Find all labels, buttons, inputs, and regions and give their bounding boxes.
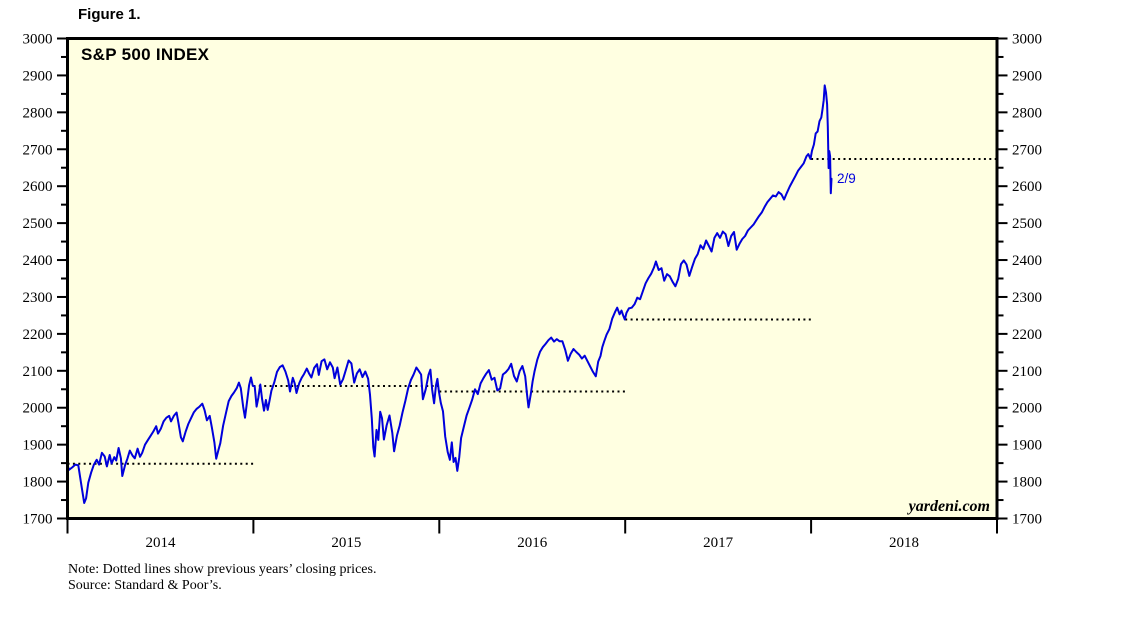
footnote-block: Note: Dotted lines show previous years’ … [68, 562, 376, 593]
y-axis-label-right: 2800 [1012, 105, 1042, 121]
figure-title: Figure 1. [78, 6, 141, 23]
y-axis-label-right: 1900 [1012, 438, 1042, 454]
y-axis-label-right: 1800 [1012, 475, 1042, 491]
y-axis-label-left: 2900 [23, 68, 53, 84]
x-axis-year-label: 2015 [331, 535, 361, 551]
y-axis-label-right: 2200 [1012, 327, 1042, 343]
watermark-yardeni: yardeni.com [908, 498, 990, 515]
y-axis-label-left: 3000 [23, 32, 53, 48]
y-axis-label-right: 2500 [1012, 216, 1042, 232]
y-axis-label-left: 2100 [23, 364, 53, 380]
footnote-source-line: Source: Standard & Poor’s. [68, 577, 222, 593]
y-axis-label-right: 3000 [1012, 32, 1042, 48]
y-axis-label-right: 2900 [1012, 68, 1042, 84]
y-axis-label-left: 2200 [23, 327, 53, 343]
y-axis-label-left: 2800 [23, 105, 53, 121]
y-axis-label-left: 2700 [23, 142, 53, 158]
plot-background [67, 38, 997, 519]
x-axis-year-label: 2016 [517, 535, 548, 551]
y-axis-label-right: 2700 [1012, 142, 1042, 158]
x-axis-year-label: 2017 [703, 535, 734, 551]
footnote-note-line: Note: Dotted lines show previous years’ … [68, 562, 377, 577]
annotation-feb-9: 2/9 [837, 171, 856, 186]
y-axis-label-left: 1800 [23, 475, 53, 491]
y-axis-label-right: 2300 [1012, 290, 1042, 306]
y-axis-label-right: 2600 [1012, 179, 1042, 195]
y-axis-label-right: 1700 [1012, 512, 1042, 528]
y-axis-label-left: 2500 [23, 216, 53, 232]
y-axis-label-left: 1700 [23, 512, 53, 528]
y-axis-label-left: 2300 [23, 290, 53, 306]
y-axis-label-left: 1900 [23, 438, 53, 454]
y-axis-label-left: 2600 [23, 179, 53, 195]
sp500-price-line [66, 84, 833, 504]
y-axis-label-right: 2400 [1012, 253, 1042, 269]
y-axis-label-right: 2100 [1012, 364, 1042, 380]
y-axis-label-left: 2400 [23, 253, 53, 269]
x-axis-year-label: 2018 [889, 535, 919, 551]
chart-title-label: S&P 500 INDEX [81, 45, 210, 64]
plot-frame [66, 37, 999, 520]
x-axis-year-label: 2014 [145, 535, 176, 551]
y-axis-label-left: 2000 [23, 401, 53, 417]
y-axis-label-right: 2000 [1012, 401, 1042, 417]
